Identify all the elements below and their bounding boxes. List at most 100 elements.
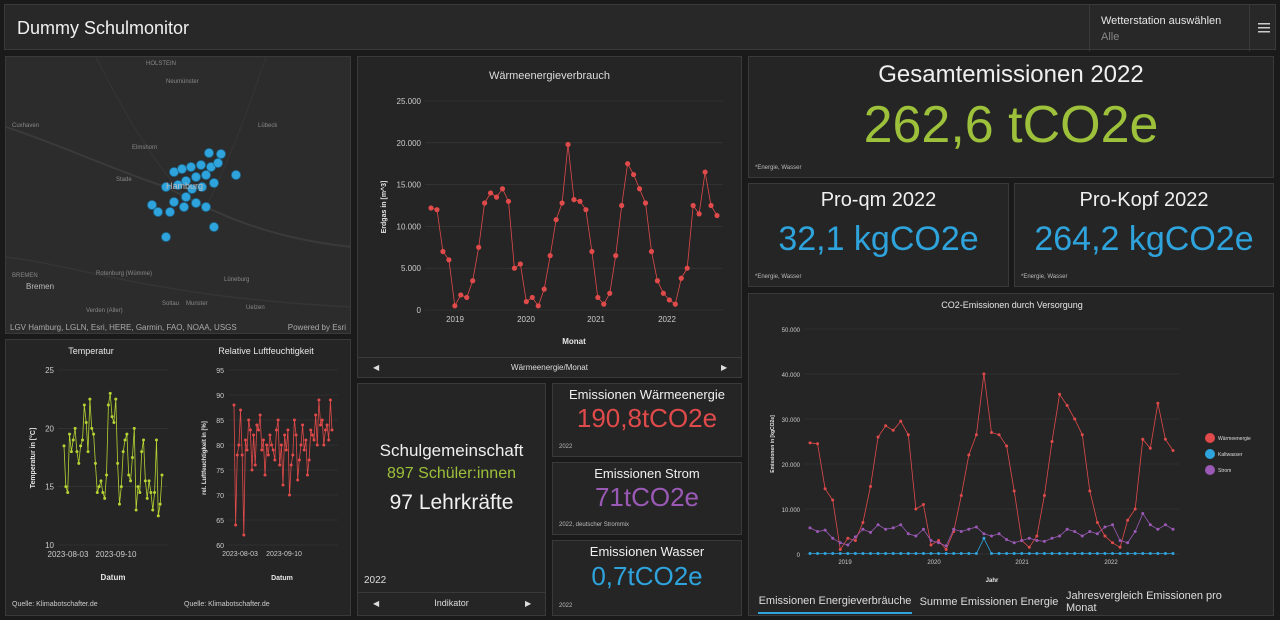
map-panel[interactable]: HOLSTEIN Neumünster Lübeck Cuxhaven Elmshorn… <box>5 56 351 334</box>
co2-chart-point <box>997 433 1001 437</box>
co2-chart-point <box>884 552 888 556</box>
co2-chart-point <box>1042 494 1046 497</box>
humidity-chart-point <box>260 448 264 452</box>
temperature-chart-point <box>151 508 155 512</box>
co2-chart-point <box>1027 552 1031 556</box>
co2-chart-point <box>1035 539 1039 542</box>
heat-chart-point <box>589 248 595 255</box>
co2-chart-point <box>1111 552 1114 556</box>
co2-chart-point <box>1118 539 1122 542</box>
heat-chart-point <box>434 207 440 213</box>
co2-chart-ytick: 0 <box>797 553 801 559</box>
heat-chart-ytick: 5.000 <box>401 264 422 273</box>
co2-chart-point <box>1020 539 1024 542</box>
map-marker <box>191 198 201 208</box>
co2-chart-point <box>1095 521 1099 524</box>
heat-chart-point <box>559 200 565 206</box>
map-marker <box>201 170 211 180</box>
humidity-chart-point <box>279 443 283 447</box>
temperature-chart-point <box>69 450 73 454</box>
co2-chart-point <box>1133 507 1137 511</box>
map-canvas[interactable]: HOLSTEIN Neumünster Lübeck Cuxhaven Elmshorn… <box>6 57 351 334</box>
temperature-chart-point <box>125 432 129 436</box>
heat-chart-xtick: 2020 <box>517 315 535 324</box>
co2-chart-point <box>959 552 963 556</box>
co2-chart-point <box>1103 552 1107 556</box>
temperature-chart-point <box>112 421 116 424</box>
co2-chart-point <box>1035 552 1039 556</box>
temperature-chart-point <box>97 485 101 489</box>
station-selector-value[interactable]: Alle <box>1101 31 1120 43</box>
heat-chart-xtick: 2019 <box>446 315 464 324</box>
co2-chart-point <box>1005 538 1009 542</box>
heat-chart-point <box>541 286 547 292</box>
menu-button[interactable] <box>1249 5 1277 51</box>
temperature-chart-point <box>82 403 86 407</box>
heat-chart-point <box>476 244 482 250</box>
heat-chart-ytick: 25.000 <box>397 97 422 106</box>
humidity-chart: Relative Luftfeuchtigkeit 95 90 85 80 75 70 65 6… <box>202 346 338 582</box>
co2-chart-point <box>876 523 880 527</box>
co2-chart-point <box>1050 536 1054 540</box>
station-selector-label: Wetterstation auswählen <box>1101 15 1222 27</box>
temperature-chart-point <box>147 479 151 483</box>
co2-chart-point <box>974 525 978 529</box>
map-marker <box>204 148 214 158</box>
temperature-chart-point <box>154 438 158 442</box>
co2-chart-point <box>982 532 986 536</box>
heat-chart-prev-button[interactable]: ◀ <box>373 363 380 372</box>
co2-chart-point <box>816 552 820 556</box>
map-marker <box>186 162 196 172</box>
heat-chart-point <box>672 301 678 307</box>
humidity-chart-point <box>242 533 246 537</box>
temperature-chart-point <box>158 502 162 506</box>
humidity-chart-point <box>301 423 305 427</box>
co2-chart-point <box>921 503 925 506</box>
co2-legend-label: Wärmeenergie <box>1218 436 1251 442</box>
map-place-label: Hamburg <box>166 181 203 191</box>
temperature-chart-point <box>121 450 125 454</box>
temperature-chart-ytick: 20 <box>45 424 54 433</box>
co2-chart-panel: CO2-Emissionen durch Versorgung 50.000 40.… <box>748 293 1274 616</box>
humidity-chart-point <box>330 428 334 432</box>
community-next-button[interactable]: ▶ <box>525 599 532 608</box>
humidity-chart-point <box>284 448 288 452</box>
co2-chart-point <box>838 548 842 551</box>
humidity-chart-point <box>292 418 296 422</box>
heat-chart-point <box>505 198 512 204</box>
humidity-chart-point <box>286 428 290 432</box>
humidity-chart-point <box>281 483 285 487</box>
tab-yearly-comparison[interactable]: Jahresvergleich Emissionen pro Monat <box>1066 590 1252 614</box>
heat-chart-next-button[interactable]: ▶ <box>721 363 728 372</box>
temperature-chart-point <box>129 479 133 483</box>
humidity-chart-ytick: 75 <box>216 468 224 475</box>
per-sqm-panel: Pro-qm 2022 32,1 kgCO2e *Energie, Wasser <box>748 183 1009 287</box>
co2-chart-ytick: 20.000 <box>782 463 801 469</box>
temperature-chart-xtick: 2023-09-10 <box>96 550 137 559</box>
heat-chart-point <box>452 303 458 309</box>
community-prev-button[interactable]: ◀ <box>373 599 380 608</box>
co2-chart-point <box>869 530 872 534</box>
tab-sum-emissions[interactable]: Summe Emissionen Energie <box>918 590 1060 614</box>
station-selector[interactable]: Wetterstation auswählen Alle <box>1089 5 1249 51</box>
humidity-chart-ytick: 85 <box>216 418 224 425</box>
heat-chart-point <box>428 205 434 211</box>
co2-chart-point <box>816 530 820 533</box>
heat-chart-xtick: 2022 <box>658 315 676 324</box>
co2-chart-xtick: 2019 <box>838 560 852 566</box>
co2-chart-point <box>899 523 903 527</box>
co2-chart-point <box>990 431 993 434</box>
co2-chart-point <box>1005 444 1009 448</box>
temperature-chart-ytick: 10 <box>45 541 54 550</box>
temperature-chart-point <box>103 496 107 500</box>
temperature-chart-point <box>143 479 147 483</box>
co2-chart-point <box>1148 552 1152 556</box>
co2-chart-point <box>997 532 1001 536</box>
co2-chart-point <box>929 552 933 556</box>
heat-chart-point <box>523 299 529 305</box>
tab-energy-emissions[interactable]: Emissionen Energieverbräuche <box>758 590 912 614</box>
app-title: Dummy Schulmonitor <box>17 18 190 38</box>
co2-chart-point <box>1058 392 1062 396</box>
community-footer <box>358 592 545 616</box>
